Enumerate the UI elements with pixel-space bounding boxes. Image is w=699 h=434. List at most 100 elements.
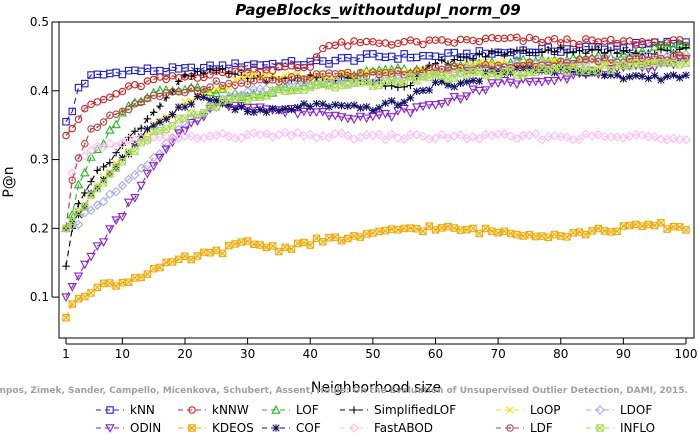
legend: kNN kNNW LOF SimplifiedLOF LoOP LDOF ODIN KDEOS… — [96, 403, 655, 434]
data-point — [600, 54, 609, 62]
data-point-cross — [137, 138, 145, 147]
data-point — [594, 45, 603, 54]
data-point — [324, 132, 334, 143]
data-point — [218, 64, 227, 73]
data-point-dot — [384, 71, 387, 74]
series-line-fastabod — [65, 131, 687, 229]
data-point-cross — [356, 79, 364, 87]
data-point-dot — [108, 114, 111, 117]
data-point — [93, 123, 102, 132]
data-point — [268, 104, 277, 113]
data-point — [187, 72, 195, 80]
data-point — [319, 238, 327, 246]
data-point — [531, 35, 540, 44]
data-point-cross — [394, 78, 402, 86]
data-point — [419, 86, 427, 95]
data-point-cross — [500, 68, 508, 76]
data-point — [206, 83, 214, 91]
series-fastabod — [61, 127, 691, 234]
data-point — [394, 69, 402, 77]
data-point-cross — [74, 295, 83, 303]
data-point — [243, 80, 252, 88]
data-point — [312, 53, 321, 61]
data-point — [86, 152, 96, 161]
data-point — [369, 106, 377, 115]
data-point — [112, 90, 120, 98]
data-point — [174, 129, 184, 139]
data-point — [644, 49, 653, 58]
data-point-dot — [328, 72, 331, 75]
data-point — [317, 76, 328, 87]
data-point — [644, 74, 653, 83]
data-point-cross — [256, 241, 264, 249]
data-point — [73, 272, 84, 282]
data-point — [500, 69, 509, 77]
data-point-dot — [221, 84, 224, 87]
data-point — [337, 38, 346, 46]
data-point — [563, 49, 571, 57]
data-point-cross — [125, 148, 133, 156]
data-point — [243, 107, 252, 116]
data-point — [244, 72, 252, 80]
data-point — [281, 104, 289, 113]
y-tick-label: 0.3 — [30, 153, 49, 167]
data-point — [505, 78, 516, 88]
data-point — [418, 102, 428, 112]
data-point — [624, 51, 635, 62]
data-point — [450, 66, 458, 74]
data-point-cross — [444, 222, 452, 231]
data-point — [374, 129, 384, 140]
data-point-cross — [193, 111, 202, 119]
data-point — [456, 53, 465, 61]
data-point — [81, 104, 89, 113]
data-point — [638, 72, 646, 80]
data-point — [530, 77, 541, 87]
x-tick-label: 60 — [428, 347, 443, 361]
data-point — [143, 125, 152, 133]
data-point — [530, 56, 541, 65]
data-point — [325, 74, 333, 83]
data-point — [181, 103, 189, 111]
data-point — [682, 59, 690, 67]
data-point — [525, 33, 534, 42]
data-point — [549, 77, 560, 86]
data-point — [181, 88, 189, 97]
data-point-cross — [519, 71, 527, 79]
data-point — [393, 133, 403, 143]
data-point — [425, 86, 433, 94]
data-point — [450, 74, 459, 82]
data-point — [112, 110, 120, 119]
data-point — [237, 73, 245, 81]
data-point — [156, 263, 164, 272]
data-point-cross — [200, 109, 208, 117]
data-point — [256, 71, 264, 80]
data-point-cross — [231, 240, 239, 248]
data-point-dot — [309, 76, 312, 79]
data-point — [161, 138, 171, 149]
data-point-dot — [678, 54, 681, 57]
data-point-dot — [415, 70, 418, 73]
data-point — [455, 129, 466, 140]
data-point — [530, 128, 541, 139]
data-point — [475, 37, 484, 46]
data-point — [562, 132, 572, 142]
data-point-cross — [312, 234, 321, 242]
data-point-cross — [81, 202, 89, 210]
data-point-cross — [413, 225, 421, 233]
data-point-cross — [68, 217, 76, 226]
data-point — [130, 194, 140, 203]
legend-label: INFLO — [620, 421, 655, 434]
data-point-cross — [168, 122, 177, 130]
data-point-cross — [575, 67, 584, 75]
data-point — [481, 61, 490, 69]
data-point — [463, 54, 471, 62]
data-point — [131, 147, 139, 156]
data-point-cross — [507, 66, 515, 74]
data-point — [105, 225, 115, 234]
data-point — [349, 115, 359, 125]
data-point-cross — [74, 207, 83, 216]
data-point — [330, 74, 341, 85]
data-point-dot — [484, 63, 487, 66]
data-point — [117, 138, 128, 149]
data-point — [669, 71, 678, 79]
